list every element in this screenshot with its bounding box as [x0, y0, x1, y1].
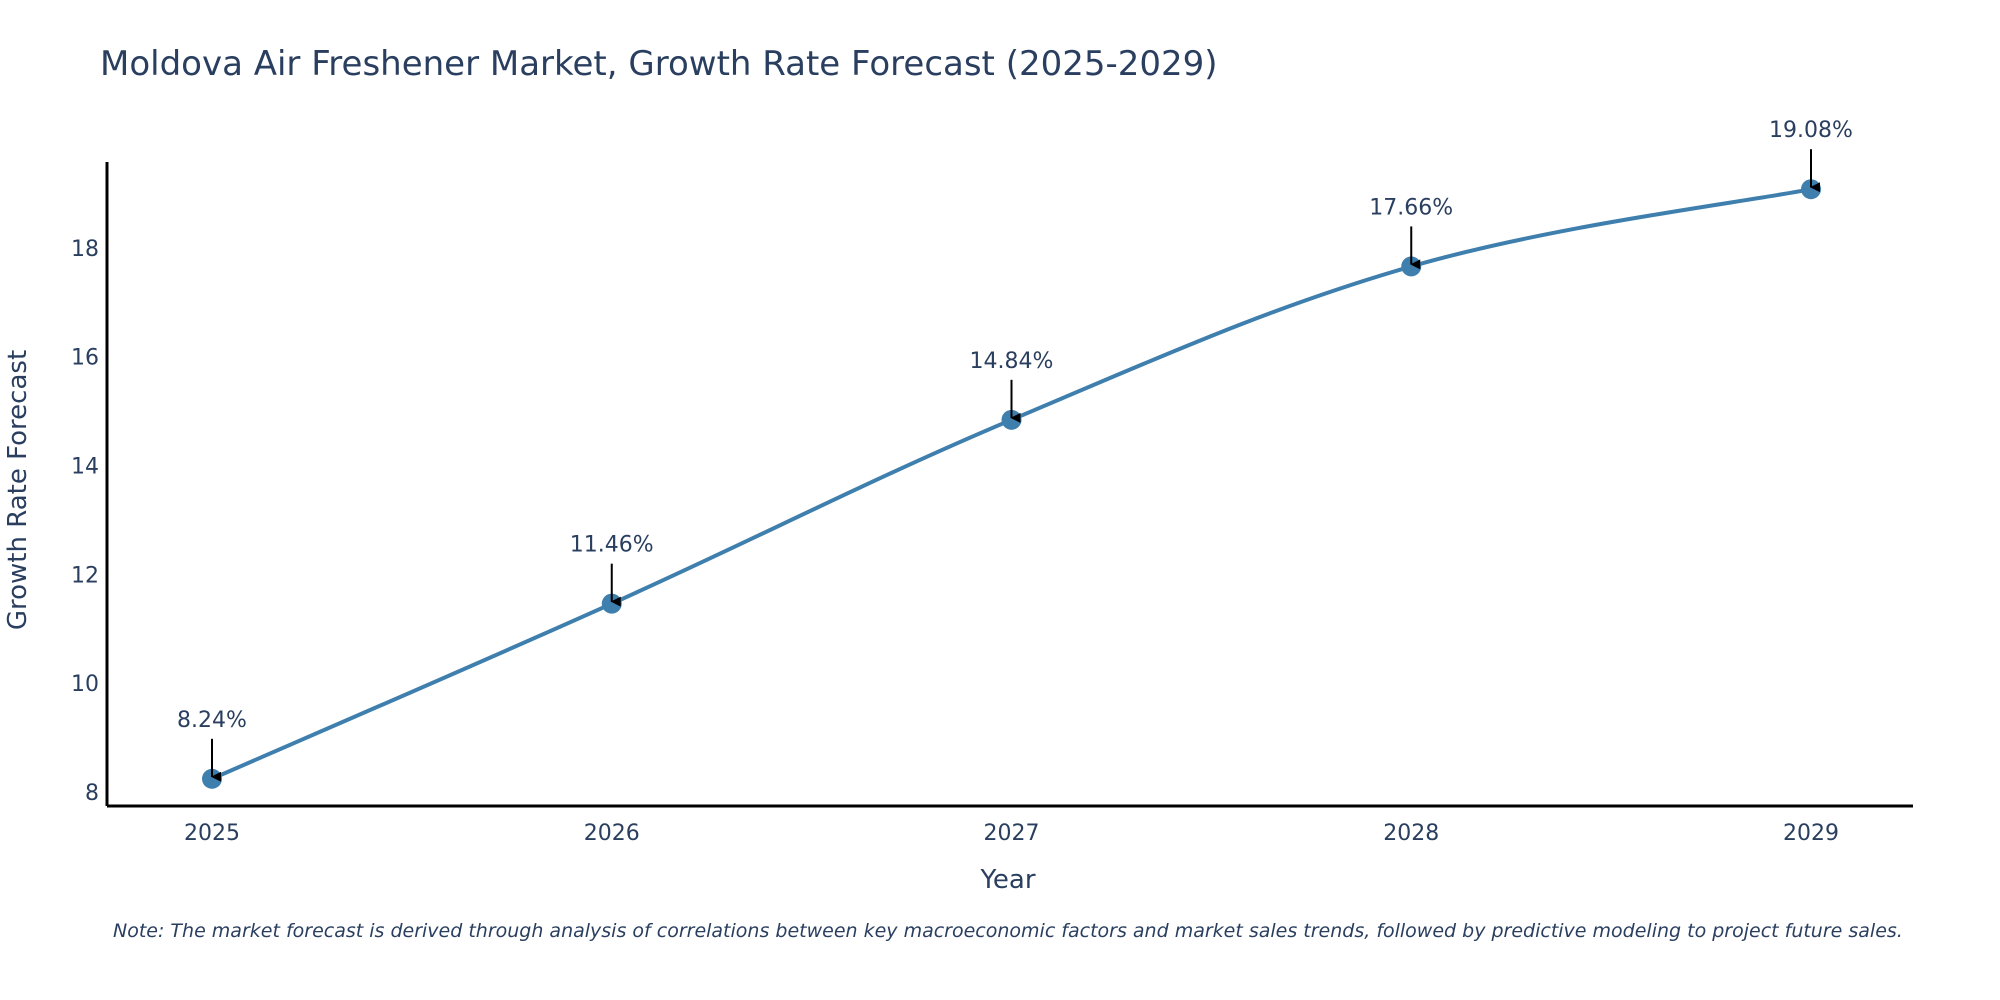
- chart-title: Moldova Air Freshener Market, Growth Rat…: [100, 44, 1218, 84]
- data-label-2028: 17.66%: [1369, 195, 1453, 220]
- x-tick-label-2: 2027: [984, 821, 1040, 846]
- data-label-2025: 8.24%: [177, 708, 247, 733]
- x-tick-label-0: 2025: [184, 821, 240, 846]
- data-label-2026: 11.46%: [570, 533, 654, 558]
- y-tick-label-4: 16: [71, 346, 99, 371]
- axes-group: [105, 162, 1913, 808]
- y-tick-label-1: 10: [71, 672, 99, 697]
- series-group: [202, 179, 1821, 789]
- x-tick-label-1: 2026: [584, 821, 640, 846]
- data-label-2027: 14.84%: [970, 349, 1054, 374]
- y-tick-label-3: 14: [71, 455, 99, 480]
- ticks-group: 8 10 12 14 16 18 2025 2026 2027 2028 2029: [71, 237, 1839, 846]
- y-tick-label-2: 12: [71, 563, 99, 588]
- x-tick-label-4: 2029: [1783, 821, 1839, 846]
- chart-note: Note: The market forecast is derived thr…: [113, 920, 1903, 942]
- y-axis-title: Growth Rate Forecast: [3, 350, 33, 630]
- data-label-2029: 19.08%: [1769, 118, 1853, 143]
- x-axis-title: Year: [979, 865, 1035, 895]
- y-tick-label-0: 8: [85, 781, 99, 806]
- annotations-group: 8.24% 11.46% 14.84% 17.66% 19.08%: [177, 118, 1853, 782]
- x-tick-label-3: 2028: [1383, 821, 1439, 846]
- y-tick-label-5: 18: [71, 237, 99, 262]
- growth-rate-line: [210, 187, 1813, 781]
